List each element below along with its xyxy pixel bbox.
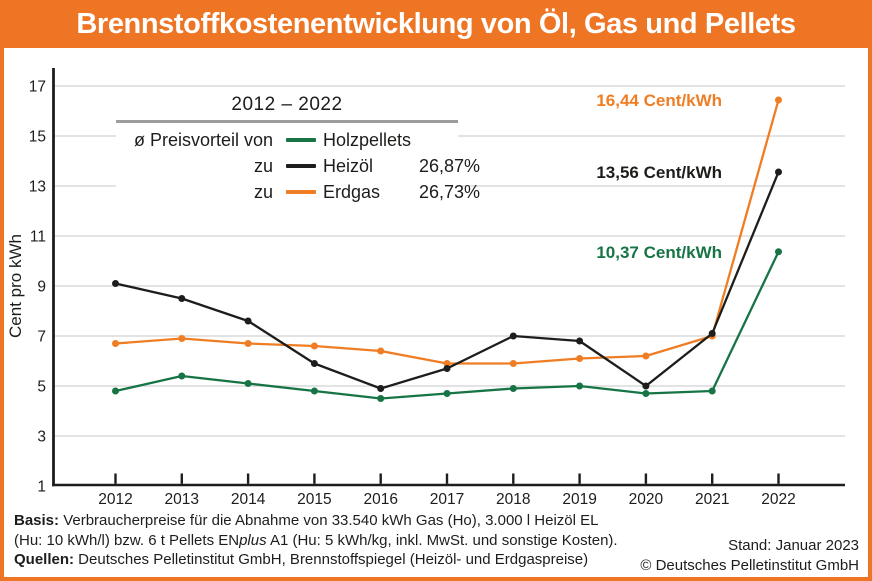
stand-label: Stand: Januar 2023	[728, 537, 859, 554]
data-point-Holzpellets-2017	[443, 390, 451, 397]
legend-series-pct-heizoel: 26,87%	[419, 156, 481, 176]
y-tick-label: 13	[29, 179, 46, 196]
data-point-Heizöl-2022	[775, 168, 782, 176]
data-point-Holzpellets-2021	[708, 387, 716, 395]
data-point-Heizöl-2012	[112, 280, 119, 287]
footnote-block: Basis: Verbraucherpreise für die Abnahme…	[14, 511, 618, 570]
end-label-heizoel: 13,56 Cent/kWh	[596, 163, 722, 182]
data-point-Heizöl-2020	[642, 382, 650, 390]
legend-series-name-heizoel: Heizöl	[323, 156, 374, 176]
data-point-Erdgas-2020	[642, 352, 650, 360]
y-tick-label: 11	[30, 229, 46, 246]
y-tick-label: 7	[37, 329, 46, 346]
holzpellets-line-swatch-icon	[286, 138, 316, 142]
data-point-Heizöl-2013	[178, 295, 186, 302]
data-point-Heizöl-2021	[708, 330, 716, 337]
x-tick-label: 2019	[562, 491, 596, 508]
series-line-Holzpellets	[115, 251, 780, 400]
data-point-Holzpellets-2013	[178, 372, 186, 380]
data-point-Erdgas-2014	[244, 340, 252, 347]
y-tick-label: 9	[37, 279, 46, 296]
data-point-Erdgas-2013	[178, 335, 186, 342]
x-tick-label: 2020	[629, 491, 664, 508]
legend-rows: ø Preisvorteil von Holzpellets zu Heizöl…	[116, 127, 480, 205]
legend-series-name-holzpellets: Holzpellets	[323, 130, 412, 150]
footnote-quellen-text: Deutsches Pelletinstitut GmbH, Brennstof…	[74, 551, 589, 568]
legend-prefix: zu	[253, 156, 273, 176]
x-tick-label: 2015	[297, 491, 331, 508]
y-tick-label: 5	[37, 379, 46, 396]
x-tick-label: 2012	[98, 491, 132, 508]
data-point-Erdgas-2022	[775, 96, 782, 104]
data-point-Holzpellets-2019	[576, 382, 584, 390]
y-tick-label: 15	[29, 129, 46, 146]
data-point-Holzpellets-2022	[775, 248, 782, 256]
x-tick-label: 2022	[761, 491, 795, 508]
data-point-Heizöl-2015	[310, 360, 318, 367]
x-tick-label: 2021	[695, 491, 729, 508]
footnote-basis-text: Verbraucherpreise für die Abnahme von 33…	[59, 512, 599, 529]
footnote-basis-line: Basis: Verbraucherpreise für die Abnahme…	[14, 511, 618, 531]
data-point-Heizöl-2019	[576, 337, 584, 345]
legend-prefix: ø Preisvorteil von	[133, 130, 273, 150]
heizoel-line-swatch-icon	[286, 164, 316, 168]
y-tick-label: 17	[29, 79, 46, 96]
x-tick-label: 2017	[430, 491, 464, 508]
x-tick-label: 2016	[363, 491, 397, 508]
data-point-Holzpellets-2012	[112, 387, 119, 395]
end-label-holzpellets: 10,37 Cent/kWh	[596, 243, 722, 262]
chart-legend: 2012 – 2022 ø Preisvorteil von Holzpelle…	[116, 93, 480, 205]
data-point-Holzpellets-2016	[377, 395, 385, 402]
legend-series-name-erdgas: Erdgas	[323, 182, 381, 202]
stand-copyright-block: Stand: Januar 2023 © Deutsches Pelletins…	[640, 536, 859, 575]
page-title: Brennstoffkostenentwicklung von Öl, Gas …	[76, 7, 796, 40]
footnote-quellen-line: Quellen: Deutsches Pelletinstitut GmbH, …	[14, 550, 618, 570]
legend-series-pct-erdgas: 26,73%	[419, 182, 481, 202]
legend-swatch-cell	[279, 164, 323, 168]
data-point-Holzpellets-2018	[509, 385, 517, 392]
legend-swatch-cell	[279, 138, 323, 142]
data-point-Holzpellets-2015	[310, 387, 318, 395]
legend-swatch-cell	[279, 190, 323, 194]
data-point-Erdgas-2016	[377, 347, 385, 355]
end-label-erdgas: 16,44 Cent/kWh	[596, 91, 722, 110]
data-point-Heizöl-2017	[443, 365, 451, 372]
footnote-quellen-label: Quellen:	[14, 551, 75, 568]
x-tick-label: 2013	[165, 491, 199, 508]
data-point-Heizöl-2014	[244, 317, 252, 325]
y-axis-title: Cent pro kWh	[6, 234, 25, 338]
data-point-Holzpellets-2014	[244, 380, 252, 387]
data-point-Heizöl-2018	[509, 332, 517, 340]
data-point-Heizöl-2016	[377, 385, 385, 392]
x-tick-label: 2014	[231, 491, 266, 508]
x-tick-label: 2018	[496, 491, 530, 508]
footnote-hu-text-post: A1 (Hu: 5 kWh/kg, inkl. MwSt. und sonsti…	[266, 531, 618, 549]
legend-period-title: 2012 – 2022	[231, 94, 343, 115]
data-point-Erdgas-2012	[112, 340, 119, 347]
footnote-basis-label: Basis:	[14, 512, 60, 529]
erdgas-line-swatch-icon	[286, 190, 316, 194]
y-tick-label: 1	[37, 479, 46, 496]
legend-divider	[116, 120, 458, 123]
footnote-hu-text-pre: (Hu: 10 kWh/l) bzw. 6 t Pellets EN	[14, 531, 240, 549]
data-point-Erdgas-2017	[443, 360, 451, 367]
data-point-Holzpellets-2020	[642, 390, 650, 397]
data-point-Erdgas-2019	[576, 355, 584, 362]
footnote-enplus-italic: plus	[239, 531, 267, 549]
copyright-label: © Deutsches Pelletinstitut GmbH	[640, 556, 859, 574]
y-tick-label: 3	[37, 429, 46, 446]
data-point-Erdgas-2015	[310, 342, 318, 350]
data-point-Erdgas-2018	[509, 360, 517, 367]
footnote-hu-line: (Hu: 10 kWh/l) bzw. 6 t Pellets ENplus A…	[14, 531, 618, 551]
header-bar: Brennstoffkostenentwicklung von Öl, Gas …	[0, 0, 872, 48]
legend-prefix: zu	[253, 182, 273, 202]
